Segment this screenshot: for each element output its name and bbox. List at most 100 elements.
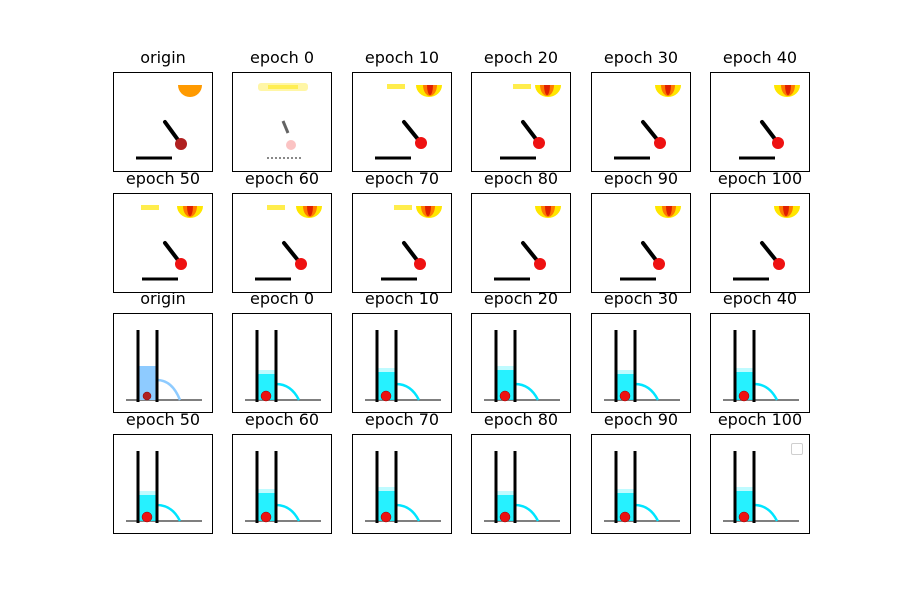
subplot-frame bbox=[471, 193, 571, 293]
water-surface bbox=[257, 489, 276, 493]
subplot-title: origin bbox=[140, 48, 186, 67]
subplot-image bbox=[375, 84, 442, 160]
subplot-title: epoch 60 bbox=[244, 169, 320, 188]
subplot-panel: epoch 80 bbox=[471, 410, 571, 534]
subplot-image bbox=[258, 83, 308, 159]
subplot-panel: epoch 100 bbox=[710, 410, 810, 534]
pendulum-ball bbox=[653, 258, 665, 270]
subplot-title: epoch 70 bbox=[364, 410, 440, 429]
subplot-panel: origin bbox=[113, 48, 213, 172]
water-surface bbox=[735, 368, 754, 372]
pendulum-ball bbox=[534, 258, 546, 270]
subplot-image bbox=[604, 451, 680, 523]
subplot-image bbox=[739, 85, 800, 160]
light-source bbox=[774, 206, 800, 218]
subplot-panel: origin bbox=[113, 289, 213, 413]
subplot-panel: epoch 30 bbox=[591, 48, 691, 172]
subplot-frame bbox=[471, 434, 571, 534]
ball bbox=[499, 511, 511, 523]
subplot-title: epoch 80 bbox=[483, 169, 559, 188]
pendulum-ball bbox=[295, 258, 307, 270]
subplot-image bbox=[255, 205, 322, 281]
water-surface bbox=[377, 368, 396, 372]
subplot-frame bbox=[710, 72, 810, 172]
subplot-frame bbox=[232, 193, 332, 293]
pendulum-ball bbox=[286, 140, 296, 150]
ball bbox=[619, 390, 631, 402]
subplot-title: origin bbox=[140, 289, 186, 308]
subplot-image bbox=[723, 451, 799, 523]
water-stream bbox=[753, 503, 779, 522]
subplot-title: epoch 10 bbox=[364, 48, 440, 67]
subplot-panel: epoch 40 bbox=[710, 48, 810, 172]
subplot-panel: epoch 50 bbox=[113, 410, 213, 534]
subplot-frame bbox=[710, 193, 810, 293]
subplot-title: epoch 60 bbox=[244, 410, 320, 429]
light-core bbox=[268, 85, 298, 89]
pendulum-ball bbox=[414, 258, 426, 270]
water-stream bbox=[753, 382, 779, 401]
subplot-title: epoch 100 bbox=[717, 169, 803, 188]
ball bbox=[738, 390, 750, 402]
subplot-frame bbox=[352, 72, 452, 172]
light-source bbox=[774, 85, 800, 97]
subplot-image bbox=[733, 206, 800, 281]
subplot-panel: epoch 90 bbox=[591, 410, 691, 534]
ball bbox=[499, 390, 511, 402]
light-source bbox=[267, 205, 322, 218]
subplot-title: epoch 50 bbox=[125, 410, 201, 429]
ball bbox=[141, 511, 153, 523]
subplot-image bbox=[484, 330, 560, 402]
subplot-image bbox=[620, 206, 681, 281]
water-surface bbox=[735, 487, 754, 491]
subplot-frame bbox=[710, 434, 810, 534]
subplot-frame bbox=[352, 193, 452, 293]
subplot-panel: epoch 10 bbox=[352, 289, 452, 413]
water-surface bbox=[377, 487, 396, 491]
light-source bbox=[655, 206, 681, 218]
subplot-title: epoch 10 bbox=[364, 289, 440, 308]
water-column bbox=[138, 366, 157, 400]
ball bbox=[619, 511, 631, 523]
subplot-panel: epoch 0 bbox=[232, 48, 332, 172]
water-stream bbox=[634, 382, 660, 401]
subplot-image bbox=[365, 330, 441, 402]
subplot-title: epoch 20 bbox=[483, 289, 559, 308]
subplot-title: epoch 90 bbox=[603, 410, 679, 429]
water-stream bbox=[514, 503, 540, 522]
subplot-title: epoch 30 bbox=[603, 289, 679, 308]
subplot-frame bbox=[113, 193, 213, 293]
subplot-title: epoch 50 bbox=[125, 169, 201, 188]
subplot-frame bbox=[471, 72, 571, 172]
water-stream bbox=[275, 503, 301, 522]
subplot-title: epoch 0 bbox=[250, 48, 314, 67]
subplot-image bbox=[141, 205, 203, 281]
subplot-image bbox=[381, 205, 442, 281]
subplot-title: epoch 70 bbox=[364, 169, 440, 188]
ball bbox=[738, 511, 750, 523]
water-stream bbox=[156, 503, 182, 522]
subplot-panel: epoch 40 bbox=[710, 289, 810, 413]
subplot-frame bbox=[232, 313, 332, 413]
subplot-title: epoch 100 bbox=[717, 410, 803, 429]
water-surface bbox=[138, 491, 157, 495]
subplot-frame bbox=[113, 434, 213, 534]
water-column bbox=[377, 491, 396, 521]
subplot-image bbox=[136, 85, 202, 160]
subplot-image bbox=[126, 451, 202, 523]
subplot-title: epoch 0 bbox=[250, 289, 314, 308]
water-surface bbox=[616, 370, 635, 374]
pendulum-ball bbox=[654, 137, 666, 149]
subplot-title: epoch 20 bbox=[483, 48, 559, 67]
subplot-image bbox=[484, 451, 560, 523]
subplot-panel: epoch 70 bbox=[352, 169, 452, 293]
subplot-frame bbox=[591, 72, 691, 172]
subplot-frame bbox=[113, 313, 213, 413]
pendulum-rod bbox=[281, 120, 290, 134]
subplot-panel: epoch 50 bbox=[113, 169, 213, 293]
light-source bbox=[394, 205, 442, 218]
ball bbox=[380, 390, 392, 402]
subplot-panel: epoch 60 bbox=[232, 169, 332, 293]
water-surface bbox=[496, 366, 515, 370]
